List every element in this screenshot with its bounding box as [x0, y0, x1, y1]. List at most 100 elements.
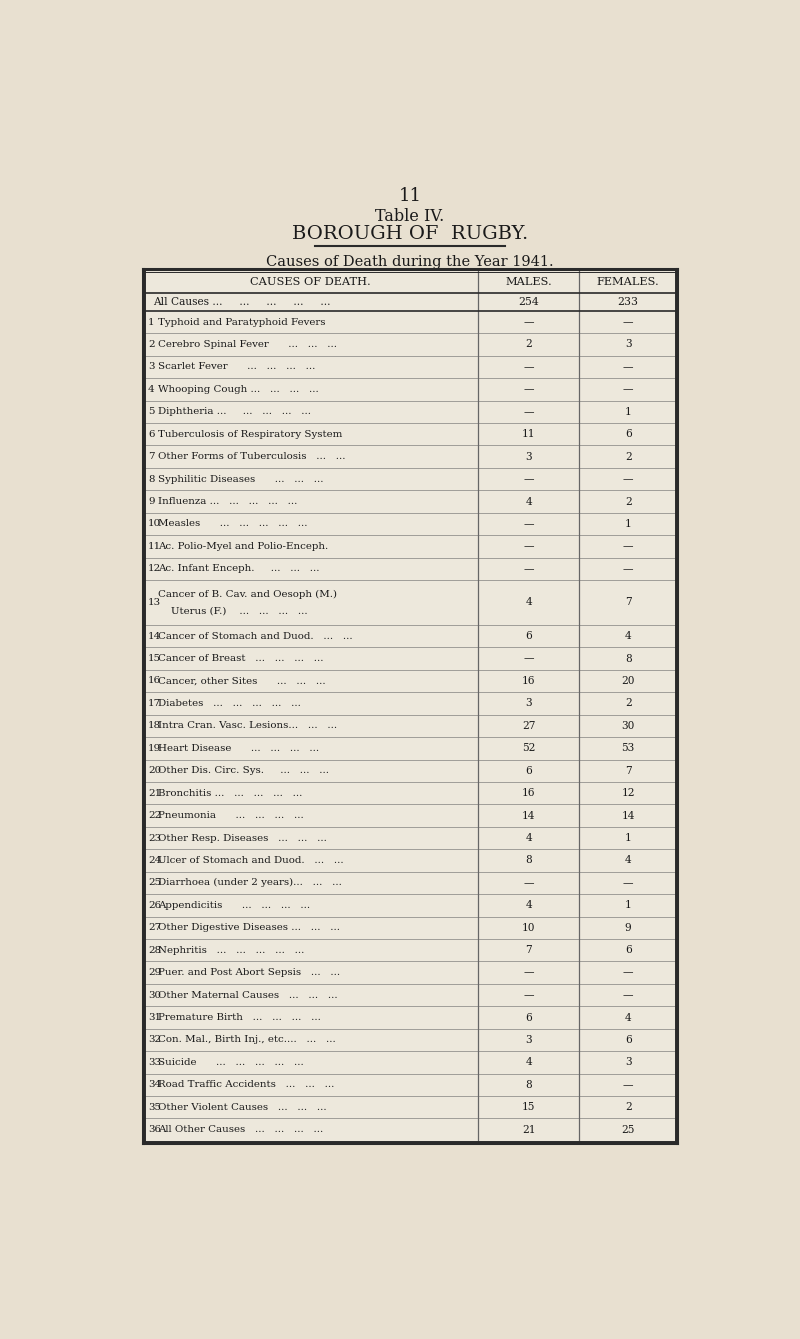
Text: 1: 1	[625, 520, 631, 529]
Text: Cancer of B. Cav. and Oesoph (M.): Cancer of B. Cav. and Oesoph (M.)	[158, 590, 337, 599]
Text: Intra Cran. Vasc. Lesions...   ...   ...: Intra Cran. Vasc. Lesions... ... ...	[158, 722, 338, 730]
Text: Whooping Cough ...   ...   ...   ...: Whooping Cough ... ... ... ...	[158, 384, 319, 394]
Text: —: —	[523, 317, 534, 327]
Text: Pneumonia      ...   ...   ...   ...: Pneumonia ... ... ... ...	[158, 811, 304, 819]
Text: 23: 23	[148, 834, 161, 842]
Text: 7: 7	[148, 453, 154, 461]
Text: 1: 1	[625, 833, 631, 844]
Text: 6: 6	[625, 430, 631, 439]
Text: —: —	[523, 990, 534, 1000]
Text: 16: 16	[522, 789, 535, 798]
Text: 3: 3	[526, 1035, 532, 1044]
Text: 2: 2	[625, 451, 631, 462]
Text: Other Resp. Diseases   ...   ...   ...: Other Resp. Diseases ... ... ...	[158, 834, 327, 842]
Text: 4: 4	[526, 1058, 532, 1067]
Text: 8: 8	[148, 474, 154, 483]
Text: —: —	[623, 990, 634, 1000]
Text: 13: 13	[148, 599, 161, 607]
Text: 24: 24	[148, 856, 162, 865]
Text: 12: 12	[148, 564, 162, 573]
Text: Ac. Infant Enceph.     ...   ...   ...: Ac. Infant Enceph. ... ... ...	[158, 564, 320, 573]
Text: 31: 31	[148, 1014, 161, 1022]
Text: 4: 4	[526, 497, 532, 506]
Text: Measles      ...   ...   ...   ...   ...: Measles ... ... ... ... ...	[158, 520, 308, 529]
Text: —: —	[623, 474, 634, 485]
Text: 12: 12	[622, 789, 635, 798]
Text: 52: 52	[522, 743, 535, 754]
Text: Heart Disease      ...   ...   ...   ...: Heart Disease ... ... ... ...	[158, 743, 319, 753]
Text: —: —	[623, 1079, 634, 1090]
Text: 27: 27	[522, 720, 535, 731]
Text: 15: 15	[522, 1102, 535, 1113]
Text: All Causes ...     ...     ...     ...     ...: All Causes ... ... ... ... ...	[154, 297, 331, 307]
Text: Other Digestive Diseases ...   ...   ...: Other Digestive Diseases ... ... ...	[158, 924, 340, 932]
Text: 4: 4	[526, 900, 532, 911]
Text: Bronchitis ...   ...   ...   ...   ...: Bronchitis ... ... ... ... ...	[158, 789, 302, 798]
Text: FEMALES.: FEMALES.	[597, 277, 659, 288]
Text: 21: 21	[148, 789, 162, 798]
Text: 3: 3	[625, 340, 631, 349]
Text: —: —	[523, 653, 534, 664]
Text: —: —	[623, 317, 634, 327]
Text: 4: 4	[625, 856, 631, 865]
Text: Typhoid and Paratyphoid Fevers: Typhoid and Paratyphoid Fevers	[158, 317, 326, 327]
Text: —: —	[623, 968, 634, 977]
Text: 233: 233	[618, 297, 638, 307]
Text: 6: 6	[625, 1035, 631, 1044]
Text: 7: 7	[625, 597, 631, 608]
Bar	[142, 269, 678, 1144]
Text: Cancer of Stomach and Duod.   ...   ...: Cancer of Stomach and Duod. ... ...	[158, 632, 353, 640]
Text: 8: 8	[625, 653, 631, 664]
Text: Diarrhoea (under 2 years)...   ...   ...: Diarrhoea (under 2 years)... ... ...	[158, 878, 342, 888]
Text: 16: 16	[148, 676, 161, 686]
Text: 11: 11	[148, 542, 162, 550]
Text: 10: 10	[522, 923, 535, 933]
Text: Other Maternal Causes   ...   ...   ...: Other Maternal Causes ... ... ...	[158, 991, 338, 1000]
Text: Premature Birth   ...   ...   ...   ...: Premature Birth ... ... ... ...	[158, 1014, 321, 1022]
Text: 29: 29	[148, 968, 161, 977]
Text: Nephritis   ...   ...   ...   ...   ...: Nephritis ... ... ... ... ...	[158, 945, 305, 955]
Text: Other Violent Causes   ...   ...   ...: Other Violent Causes ... ... ...	[158, 1103, 326, 1111]
Text: All Other Causes   ...   ...   ...   ...: All Other Causes ... ... ... ...	[158, 1125, 323, 1134]
Text: —: —	[523, 520, 534, 529]
Text: 20: 20	[148, 766, 161, 775]
Text: Influenza ...   ...   ...   ...   ...: Influenza ... ... ... ... ...	[158, 497, 298, 506]
Text: 19: 19	[148, 743, 161, 753]
Text: 14: 14	[148, 632, 162, 640]
Text: Suicide      ...   ...   ...   ...   ...: Suicide ... ... ... ... ...	[158, 1058, 304, 1067]
Text: 3: 3	[148, 363, 154, 371]
Text: CAUSES OF DEATH.: CAUSES OF DEATH.	[250, 277, 370, 288]
Text: 22: 22	[148, 811, 162, 819]
Text: 6: 6	[526, 1012, 532, 1023]
Text: —: —	[623, 384, 634, 395]
Text: 8: 8	[526, 1079, 532, 1090]
Text: 25: 25	[148, 878, 161, 888]
Text: 20: 20	[622, 676, 635, 686]
Text: Syphilitic Diseases      ...   ...   ...: Syphilitic Diseases ... ... ...	[158, 474, 324, 483]
Text: 15: 15	[148, 653, 161, 663]
Text: —: —	[523, 407, 534, 416]
Text: 11: 11	[398, 187, 422, 205]
Text: 7: 7	[526, 945, 532, 955]
Text: 7: 7	[625, 766, 631, 775]
Text: —: —	[623, 564, 634, 574]
Text: —: —	[623, 541, 634, 552]
Text: 25: 25	[622, 1125, 635, 1134]
Text: 17: 17	[148, 699, 161, 708]
Text: Other Dis. Circ. Sys.     ...   ...   ...: Other Dis. Circ. Sys. ... ... ...	[158, 766, 329, 775]
Text: 4: 4	[526, 833, 532, 844]
Text: —: —	[523, 474, 534, 485]
Text: 28: 28	[148, 945, 161, 955]
Text: 6: 6	[625, 945, 631, 955]
Text: Causes of Death during the Year 1941.: Causes of Death during the Year 1941.	[266, 256, 554, 269]
Text: 26: 26	[148, 901, 161, 909]
Text: 4: 4	[148, 384, 154, 394]
Text: 9: 9	[148, 497, 154, 506]
Text: 14: 14	[622, 810, 635, 821]
Text: Cancer, other Sites      ...   ...   ...: Cancer, other Sites ... ... ...	[158, 676, 326, 686]
Text: 2: 2	[625, 497, 631, 506]
Text: 10: 10	[148, 520, 161, 529]
Text: —: —	[623, 362, 634, 372]
Text: —: —	[523, 384, 534, 395]
Text: Diphtheria ...     ...   ...   ...   ...: Diphtheria ... ... ... ... ...	[158, 407, 311, 416]
